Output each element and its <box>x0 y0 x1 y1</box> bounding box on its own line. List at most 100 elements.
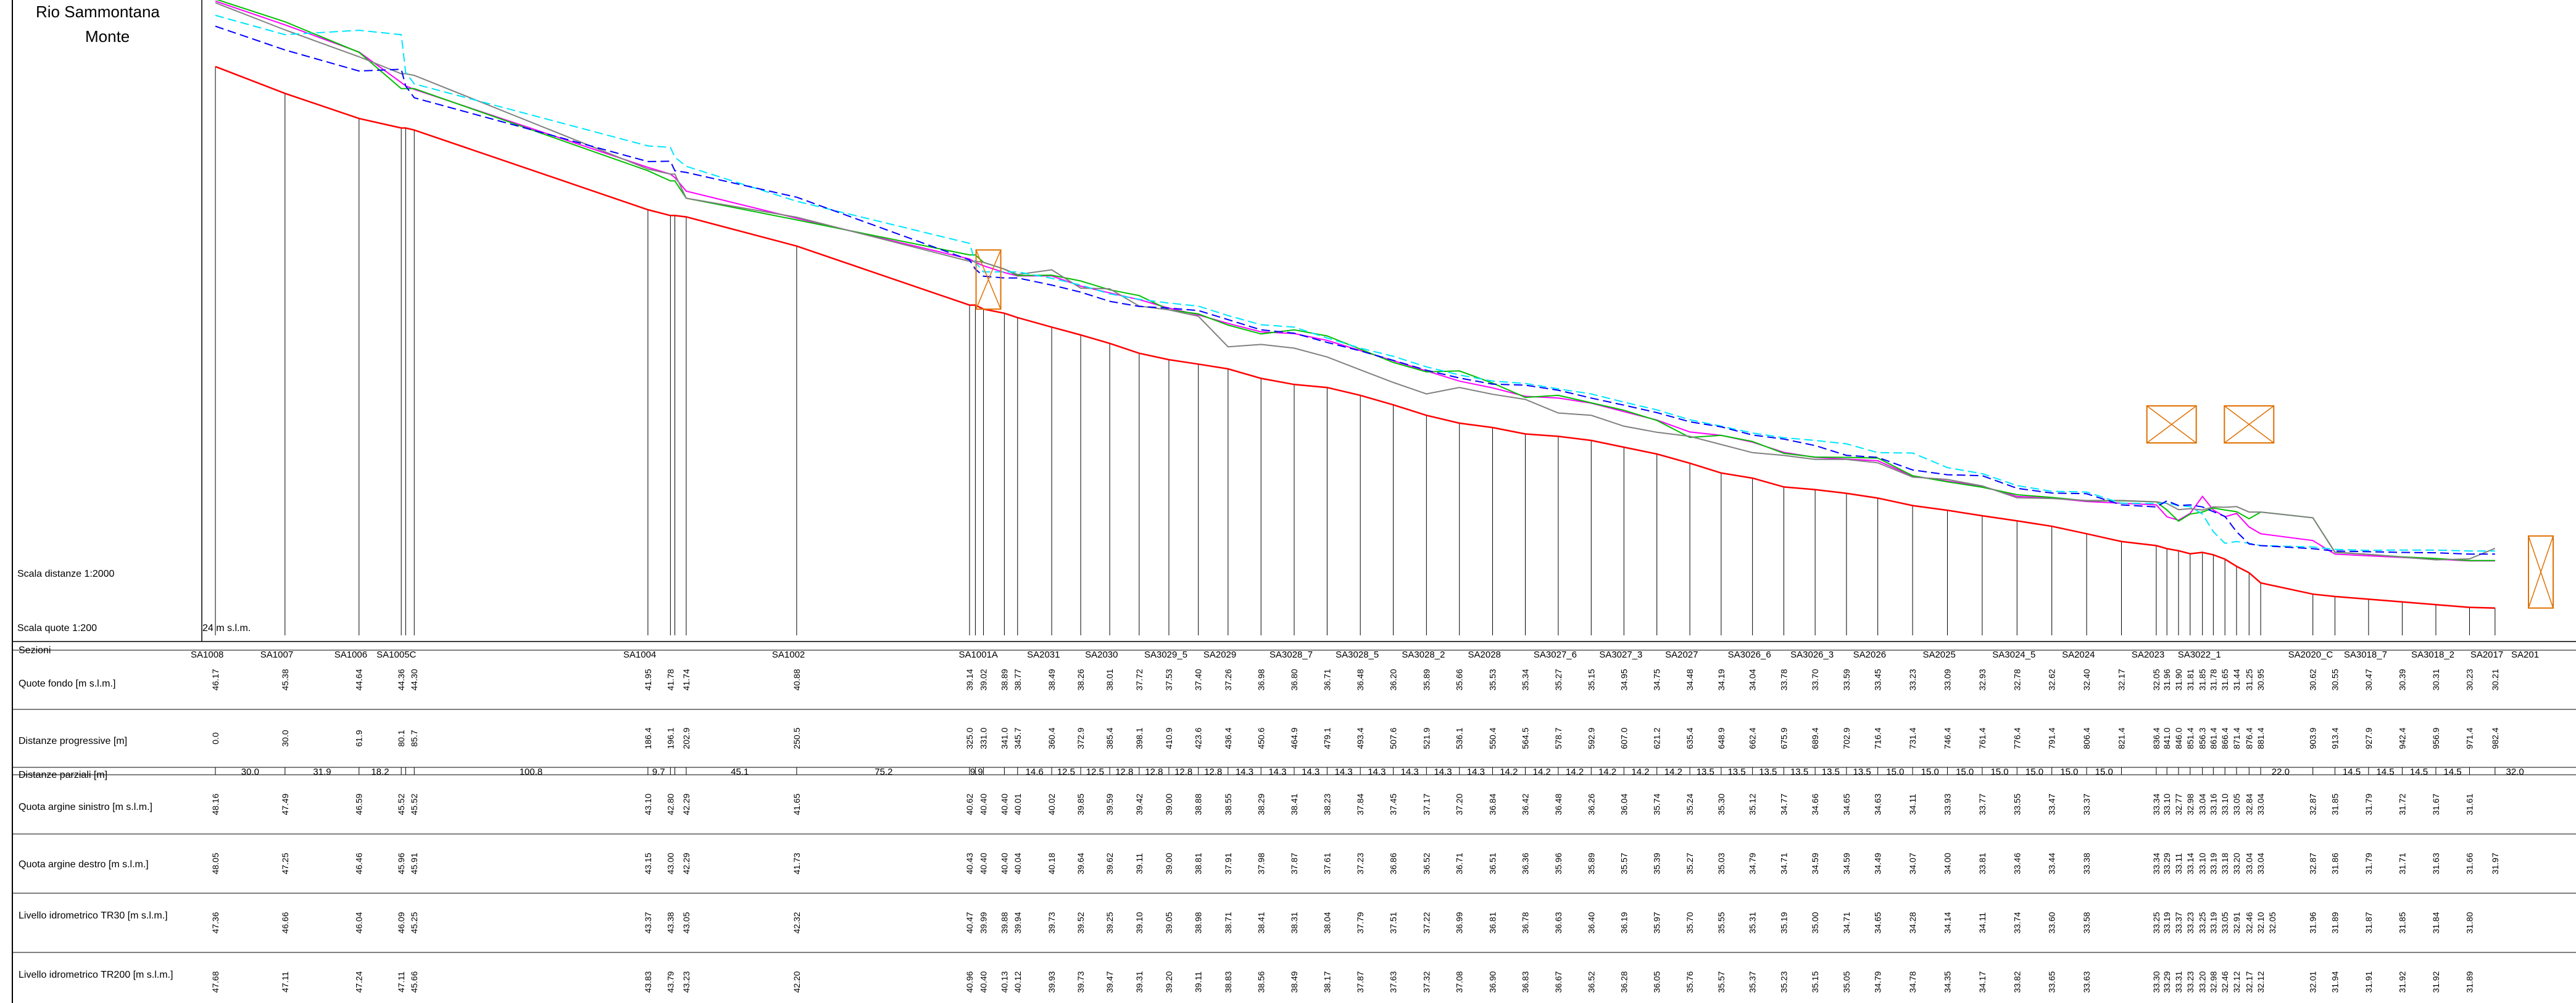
tr200-value: 39.73 <box>1076 971 1086 993</box>
progressive-distance-value: 841.0 <box>2162 727 2172 749</box>
scale-distances-label: Scala distanze 1:2000 <box>17 569 115 579</box>
tr200-value: 36.83 <box>1521 971 1531 993</box>
right-bank-value: 46.46 <box>354 852 364 874</box>
profile-line-0000ff <box>215 25 2495 555</box>
progressive-distance-value: 61.9 <box>354 730 364 746</box>
partial-distance-value: 12.5 <box>1086 767 1104 777</box>
bed-elevation-value: 31.96 <box>2162 669 2172 690</box>
partial-distance-value: 14.5 <box>2376 767 2394 777</box>
left-bank-value: 34.77 <box>1779 793 1789 815</box>
tr30-value: 35.55 <box>1716 912 1726 933</box>
tr200-value: 34.17 <box>1977 971 1987 993</box>
left-bank-value: 37.17 <box>1421 793 1431 815</box>
tr200-value: 37.87 <box>1355 971 1365 993</box>
left-bank-value: 33.04 <box>2256 793 2266 815</box>
bed-elevation-value: 32.05 <box>2151 669 2161 690</box>
partial-distance-value: 14.3 <box>1236 767 1253 777</box>
right-bank-value: 41.73 <box>792 852 802 874</box>
section-name-label: SA3027_6 <box>1534 650 1577 660</box>
structure-diagonal <box>2146 405 2197 444</box>
left-bank-value: 39.00 <box>1164 793 1174 815</box>
partial-distance-value: 14.2 <box>1566 767 1584 777</box>
tr30-value: 45.25 <box>409 912 419 933</box>
right-bank-value: 33.81 <box>1977 852 1987 874</box>
bed-elevation-value: 30.47 <box>2364 669 2374 690</box>
progressive-distance-value: 398.1 <box>1134 727 1144 749</box>
tr30-value: 43.05 <box>681 912 691 933</box>
right-bank-value: 48.05 <box>210 852 220 874</box>
bed-elevation-value: 32.78 <box>2012 669 2022 690</box>
partial-distance-value: 14.5 <box>2443 767 2461 777</box>
bed-elevation-value: 30.95 <box>2256 669 2266 690</box>
partial-distance-value: 14.5 <box>2343 767 2361 777</box>
left-bank-value: 38.41 <box>1289 793 1299 815</box>
progressive-distance-value: 913.4 <box>2330 727 2340 749</box>
progressive-distance-value: 607.0 <box>1619 727 1629 749</box>
tr200-value: 43.83 <box>643 971 653 993</box>
bed-elevation-value: 37.40 <box>1194 669 1203 690</box>
left-bank-value: 40.01 <box>1013 793 1023 815</box>
right-bank-value: 31.71 <box>2397 852 2407 874</box>
bed-elevation-value: 32.40 <box>2082 669 2092 690</box>
tr200-value: 33.20 <box>2198 971 2208 993</box>
right-bank-value: 33.18 <box>2220 852 2230 874</box>
tr30-value: 38.71 <box>1223 912 1233 933</box>
tr200-value: 33.65 <box>2047 971 2057 993</box>
structure-diagonal <box>2528 535 2554 608</box>
tr30-value: 31.89 <box>2330 912 2340 933</box>
right-bank-value: 45.96 <box>396 852 406 874</box>
partial-distance-value: 32.0 <box>2506 767 2524 777</box>
partial-distance-value: 15.0 <box>1886 767 1904 777</box>
tr30-value: 32.91 <box>2232 912 2242 933</box>
left-bank-value: 45.52 <box>396 793 406 815</box>
row-label-partial: Distanze parziali [m] <box>19 770 108 780</box>
row-label-tr30: Livello idrometrico TR30 [m s.l.m.] <box>19 910 168 921</box>
row-label-bed: Quote fondo [m s.l.m.] <box>19 679 116 689</box>
right-bank-value: 34.59 <box>1810 852 1820 874</box>
section-name-label: SA3022_1 <box>2178 650 2221 660</box>
tr30-value: 35.70 <box>1685 912 1695 933</box>
right-bank-value: 33.11 <box>2174 853 2183 874</box>
scale-heights-label: Scala quote 1:200 <box>17 623 97 634</box>
progressive-distance-value: 942.4 <box>2397 727 2407 749</box>
tr30-value: 33.25 <box>2151 912 2161 933</box>
partial-distance-value: 14.3 <box>1268 767 1286 777</box>
tr200-value: 32.46 <box>2220 971 2230 993</box>
right-bank-value: 35.27 <box>1685 852 1695 874</box>
bed-elevation-value: 35.15 <box>1586 669 1596 690</box>
tr30-value: 46.09 <box>396 912 406 933</box>
partial-distance-value: 30.0 <box>241 767 259 777</box>
profile-lines <box>215 0 2496 609</box>
right-bank-value: 33.46 <box>2012 852 2022 874</box>
progressive-distance-value: 971.4 <box>2464 727 2474 749</box>
left-bank-value: 34.11 <box>1908 794 1917 815</box>
left-bank-value: 34.66 <box>1810 793 1820 815</box>
left-bank-value: 35.74 <box>1652 793 1662 815</box>
right-bank-value: 33.19 <box>2208 852 2218 874</box>
bed-elevation-value: 44.30 <box>409 669 419 690</box>
tr30-value: 37.51 <box>1389 912 1398 933</box>
right-bank-value: 43.00 <box>665 852 675 874</box>
progressive-distance-value: 250.5 <box>792 727 802 749</box>
tr200-value: 40.13 <box>999 971 1009 993</box>
tr30-value: 35.19 <box>1779 912 1789 933</box>
tr200-value: 37.32 <box>1421 971 1431 993</box>
tr200-value: 31.92 <box>2431 971 2441 993</box>
tr30-value: 34.14 <box>1942 912 1952 933</box>
tr200-value: 36.05 <box>1652 971 1662 993</box>
progressive-distance-value: 578.7 <box>1553 727 1563 749</box>
tr200-value: 39.93 <box>1047 971 1057 993</box>
tr200-value: 33.31 <box>2174 971 2183 993</box>
section-name-label: SA1006 <box>334 650 367 660</box>
bed-elevation-value: 41.95 <box>643 669 653 690</box>
tr200-value: 39.20 <box>1164 971 1174 993</box>
bed-elevation-value: 30.55 <box>2330 669 2340 690</box>
bed-elevation-value: 44.64 <box>354 669 364 690</box>
progressive-distance-value: 436.4 <box>1223 727 1233 749</box>
progressive-distance-value: 341.0 <box>999 727 1009 749</box>
left-bank-value: 42.29 <box>681 793 691 815</box>
structure-box <box>2528 535 2554 609</box>
partial-distance-value: 13.5 <box>1790 767 1808 777</box>
bed-elevation-value: 30.23 <box>2464 669 2474 690</box>
section-name-label: SA2024 <box>2062 650 2095 660</box>
